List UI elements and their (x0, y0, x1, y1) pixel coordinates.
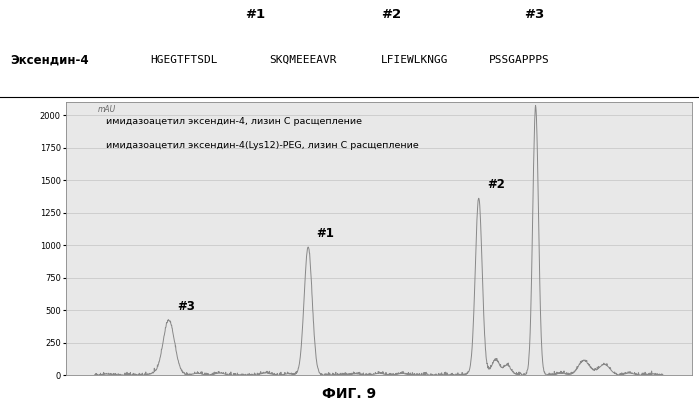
Text: HGEGTFTSDL: HGEGTFTSDL (150, 55, 218, 65)
Text: #3: #3 (525, 8, 545, 21)
Text: #2: #2 (382, 8, 401, 21)
Text: ФИГ. 9: ФИГ. 9 (322, 387, 377, 401)
Text: PSSGAPPPS: PSSGAPPPS (489, 55, 550, 65)
Text: LFIEWLKNGG: LFIEWLKNGG (381, 55, 449, 65)
Text: Эксендин-4: Эксендин-4 (10, 53, 89, 67)
Text: #3: #3 (178, 300, 195, 313)
Text: имидазоацетил эксендин-4(Lys12)-PEG, лизин С расщепление: имидазоацетил эксендин-4(Lys12)-PEG, лиз… (106, 141, 419, 151)
Text: #2: #2 (487, 178, 505, 191)
Text: имидазоацетил эксендин-4, лизин С расщепление: имидазоацетил эксендин-4, лизин С расщеп… (106, 117, 362, 126)
Text: #1: #1 (317, 227, 335, 240)
Text: mAU: mAU (98, 105, 116, 114)
Text: #1: #1 (245, 8, 265, 21)
Text: SKQMEEEAVR: SKQMEEEAVR (269, 55, 337, 65)
